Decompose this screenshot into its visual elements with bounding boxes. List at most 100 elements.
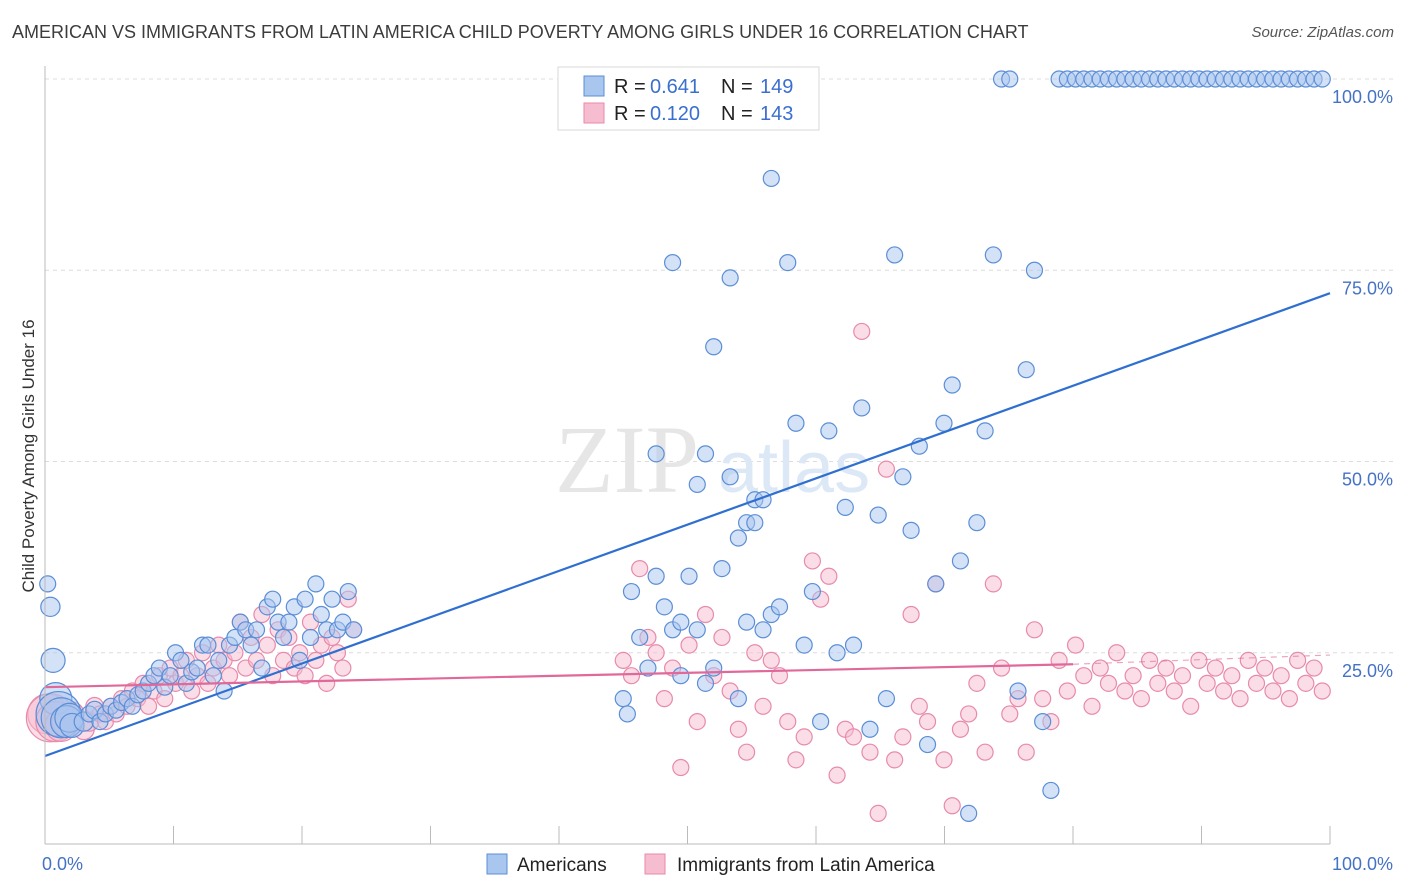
immigrants-point-87 <box>861 743 879 761</box>
axes <box>44 66 1331 845</box>
americans-point-103 <box>861 720 879 738</box>
immigrants-point-40 <box>258 636 276 654</box>
immigrants-point-137 <box>1272 667 1290 685</box>
americans-point-107 <box>894 468 912 486</box>
americans-point-84 <box>696 445 715 463</box>
bottom-legend-swatch-americans <box>486 853 508 875</box>
immigrants-point-107 <box>1025 621 1044 639</box>
chart-title: AMERICAN VS IMMIGRANTS FROM LATIN AMERIC… <box>12 22 1029 42</box>
americans-point-41 <box>247 621 266 639</box>
americans-point-61 <box>618 705 636 723</box>
trend-line-americans <box>44 292 1331 758</box>
immigrants-point-126 <box>1182 697 1200 715</box>
immigrants-point-62 <box>655 690 673 708</box>
americans-point-27 <box>172 651 190 670</box>
immigrants-point-123 <box>1157 659 1175 677</box>
americans-point-25 <box>161 667 179 685</box>
americans-point-87 <box>729 690 747 708</box>
immigrants-point-59 <box>631 559 649 578</box>
immigrants-point-92 <box>902 605 920 624</box>
y-axis-title: Child Poverty Among Girls Under 16 <box>19 319 38 592</box>
americans-point-47 <box>280 613 298 631</box>
series-immigrants-points <box>25 322 1331 823</box>
americans-point-63 <box>631 628 649 647</box>
americans-point-124 <box>1034 712 1052 731</box>
immigrants-point-118 <box>1116 682 1134 700</box>
americans-point-88 <box>738 613 756 631</box>
americans-point-42 <box>253 659 271 677</box>
americans-point-71 <box>696 674 715 692</box>
immigrants-point-127 <box>1190 651 1208 670</box>
immigrants-point-134 <box>1247 674 1266 692</box>
americans-point-72 <box>705 659 723 677</box>
americans-point-121 <box>1009 682 1027 700</box>
americans-point-95 <box>795 636 813 654</box>
americans-point-122 <box>1017 361 1035 379</box>
americans-point-99 <box>828 644 846 662</box>
immigrants-point-106 <box>1017 743 1035 761</box>
immigrants-point-51 <box>318 674 336 692</box>
immigrants-point-98 <box>951 720 970 738</box>
series-americans-points <box>35 70 1331 823</box>
americans-point-83 <box>688 475 706 494</box>
americans-point-53 <box>312 605 330 624</box>
legend-box: R = 0.641 N = 149 R = 0.120 N = 143 <box>557 66 820 131</box>
americans-point-62 <box>622 582 641 601</box>
legend-r-immigrants: 0.120 <box>650 103 700 125</box>
americans-point-92 <box>770 598 789 616</box>
americans-point-110 <box>918 735 937 754</box>
americans-point-115 <box>960 804 978 823</box>
americans-point-65 <box>647 567 665 585</box>
americans-point-96 <box>803 582 822 601</box>
immigrants-point-110 <box>1050 651 1068 670</box>
immigrants-point-112 <box>1066 636 1085 654</box>
immigrants-point-85 <box>844 728 863 746</box>
immigrants-point-122 <box>1149 674 1167 692</box>
americans-point-1 <box>40 596 61 618</box>
americans-point-69 <box>680 567 698 585</box>
immigrants-point-104 <box>1001 705 1019 723</box>
americans-point-116 <box>968 514 986 532</box>
immigrants-point-58 <box>622 667 641 685</box>
americans-point-101 <box>844 636 863 654</box>
americans-point-44 <box>264 590 282 608</box>
immigrants-point-33 <box>220 667 239 685</box>
immigrants-point-71 <box>729 720 747 738</box>
americans-point-104 <box>869 506 887 524</box>
americans-point-113 <box>943 376 961 394</box>
americans-point-2 <box>40 647 66 674</box>
americans-point-91 <box>762 169 780 188</box>
immigrants-point-96 <box>935 751 953 769</box>
americans-point-58 <box>339 582 357 601</box>
americans-point-40 <box>242 636 260 654</box>
watermark-zip: ZIP <box>555 406 699 513</box>
immigrants-point-125 <box>1173 667 1192 685</box>
immigrants-point-99 <box>960 705 978 723</box>
trend-lines <box>44 292 1331 758</box>
bottom-legend-swatch-immigrants <box>644 853 666 875</box>
legend-swatch-immigrants <box>583 102 605 124</box>
immigrants-point-136 <box>1264 682 1282 700</box>
immigrants-point-86 <box>853 322 871 341</box>
immigrants-point-66 <box>688 712 706 731</box>
immigrants-point-142 <box>1313 682 1331 700</box>
immigrants-point-115 <box>1091 659 1109 677</box>
immigrants-point-100 <box>968 674 986 692</box>
legend-n-label-americans: N = <box>721 76 753 98</box>
immigrants-point-88 <box>869 804 887 823</box>
americans-point-93 <box>779 254 797 272</box>
immigrants-point-90 <box>886 751 904 769</box>
immigrants-point-78 <box>787 751 805 769</box>
americans-point-81 <box>663 254 682 272</box>
americans-point-105 <box>877 690 896 708</box>
americans-point-59 <box>345 621 363 639</box>
immigrants-point-69 <box>713 628 731 647</box>
immigrants-point-94 <box>918 712 937 731</box>
immigrants-point-108 <box>1034 690 1052 708</box>
immigrants-point-133 <box>1239 651 1257 670</box>
immigrants-point-141 <box>1305 659 1323 677</box>
americans-point-125 <box>1042 781 1060 800</box>
y-tick-label-0: 25.0% <box>1342 661 1393 681</box>
americans-point-97 <box>812 712 830 731</box>
immigrants-point-75 <box>762 651 780 670</box>
